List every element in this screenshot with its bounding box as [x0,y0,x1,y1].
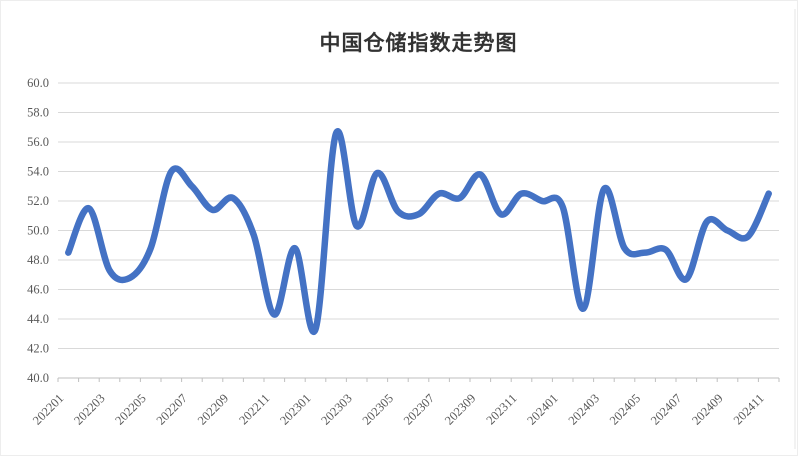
y-axis-tick-label: 58.0 [27,106,49,120]
y-axis-tick-label: 60.0 [27,76,49,90]
x-axis-tick-label: 202203 [71,391,107,427]
y-axis-tick-label: 40.0 [27,371,49,385]
x-axis-tick-label: 202301 [277,391,313,427]
x-axis-tick-label: 202405 [607,391,643,427]
chart-title: 中国仓储指数走势图 [319,31,518,55]
x-axis-tick-label: 202209 [195,391,231,427]
y-axis-tick-label: 50.0 [27,224,49,238]
x-axis-tick-label: 202201 [30,391,66,427]
x-axis-tick-label: 202207 [154,391,190,427]
y-axis-tick-label: 46.0 [27,283,49,297]
x-axis-tick-label: 202401 [524,391,560,427]
y-axis-tick-label: 52.0 [27,194,49,208]
x-axis-tick-label: 202307 [401,391,437,427]
x-axis-tick-label: 202411 [731,391,767,427]
warehousing-index-series-line [65,127,772,336]
x-axis-tick-label: 202311 [484,391,520,427]
x-axis-tick-label: 202407 [648,391,684,427]
x-axis-tick-label: 202305 [360,391,396,427]
x-axis-tick-label: 202309 [442,391,478,427]
y-axis-tick-label: 42.0 [27,342,49,356]
y-axis-tick-label: 56.0 [27,135,49,149]
y-axis-tick-label: 54.0 [27,165,49,179]
y-axis-tick-label: 44.0 [27,312,49,326]
x-axis-tick-label: 202303 [318,391,354,427]
x-axis-tick-label: 202409 [689,391,725,427]
y-axis-tick-label: 48.0 [27,253,49,267]
x-axis-tick-label: 202205 [112,391,148,427]
x-axis-tick-label: 202403 [566,391,602,427]
x-axis-tick-label: 202211 [236,391,272,427]
